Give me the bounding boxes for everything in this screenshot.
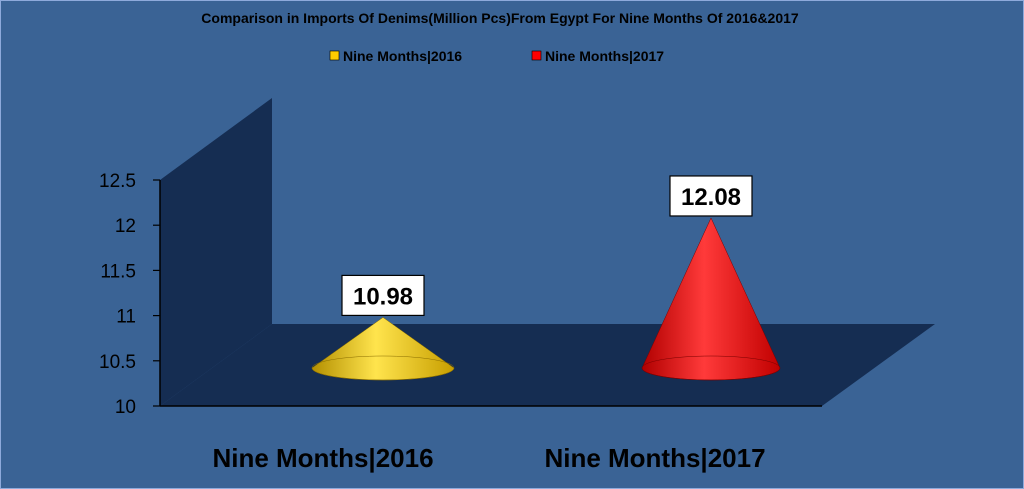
data-label-value-2017: 12.08 bbox=[681, 184, 741, 211]
chart-floor bbox=[160, 324, 935, 406]
legend-label-2017: Nine Months|2017 bbox=[545, 48, 664, 64]
cone-2017 bbox=[641, 217, 781, 381]
legend-swatch-2017 bbox=[531, 50, 542, 61]
cone-base-2016 bbox=[311, 355, 455, 381]
y-tick-label: 12 bbox=[115, 216, 136, 237]
chart-title: Comparison in Imports Of Denims(Million … bbox=[201, 10, 799, 26]
data-label-value-2016: 10.98 bbox=[353, 283, 413, 310]
y-tick-label: 11.5 bbox=[100, 261, 136, 282]
data-label-2016: 10.98 bbox=[341, 274, 425, 317]
cone-base-2017 bbox=[641, 355, 781, 381]
legend-label-2016: Nine Months|2016 bbox=[343, 48, 462, 64]
data-label-box-2017 bbox=[669, 175, 753, 217]
y-tick-label: 12.5 bbox=[99, 171, 136, 192]
x-category-label-2016: Nine Months|2016 bbox=[212, 443, 433, 473]
y-tick-label: 10 bbox=[115, 397, 136, 418]
cone-2016 bbox=[311, 317, 455, 381]
y-tick-label: 11 bbox=[116, 307, 136, 328]
cone-body-2017 bbox=[641, 217, 781, 381]
chart-back-wall bbox=[160, 98, 272, 406]
legend-swatch-2016 bbox=[329, 50, 340, 61]
y-tick-label: 10.5 bbox=[99, 352, 136, 373]
data-label-box-2016 bbox=[341, 274, 425, 317]
x-category-label-2017: Nine Months|2017 bbox=[544, 443, 765, 473]
data-label-2017: 12.08 bbox=[669, 175, 753, 217]
